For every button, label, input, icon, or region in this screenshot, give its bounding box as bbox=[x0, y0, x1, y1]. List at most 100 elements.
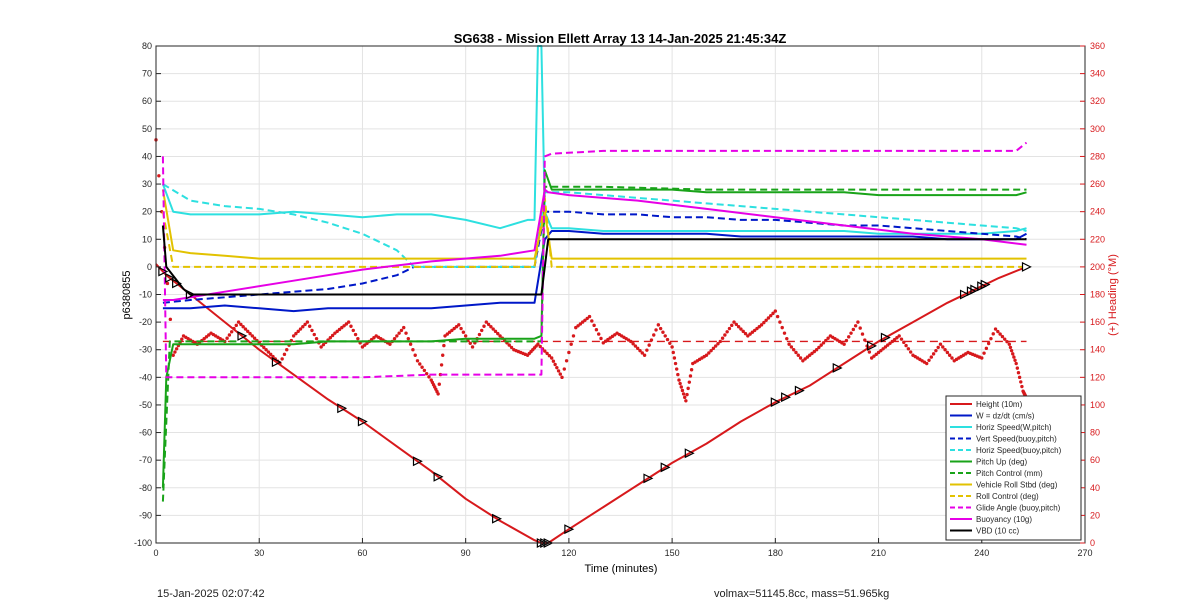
heading-point bbox=[645, 348, 649, 352]
y-tick-label: -50 bbox=[139, 400, 152, 410]
heading-point bbox=[879, 348, 883, 353]
heading-point bbox=[723, 333, 727, 337]
heading-point bbox=[950, 356, 954, 360]
y-tick-label: -70 bbox=[139, 455, 152, 465]
y2-tick-label: 140 bbox=[1090, 345, 1105, 355]
legend-entry: Roll Control (deg) bbox=[976, 492, 1039, 501]
heading-point bbox=[847, 335, 851, 339]
heading-point bbox=[543, 349, 547, 353]
y2-tick-label: 20 bbox=[1090, 510, 1100, 520]
chart-title: SG638 - Mission Ellett Array 13 14-Jan-2… bbox=[454, 31, 787, 46]
heading-point bbox=[936, 345, 940, 350]
y-tick-label: -100 bbox=[134, 538, 152, 548]
heading-point bbox=[670, 345, 674, 349]
heading-point bbox=[888, 341, 892, 345]
y-tick-label: -40 bbox=[139, 372, 152, 382]
heading-point bbox=[353, 332, 358, 337]
heading-point bbox=[1007, 342, 1012, 346]
heading-point bbox=[547, 354, 552, 358]
heading-point bbox=[392, 336, 397, 341]
height-marker bbox=[564, 524, 575, 535]
heading-point bbox=[929, 355, 934, 359]
x-tick-label: 270 bbox=[1077, 548, 1092, 558]
heading-point bbox=[941, 345, 945, 349]
y-tick-label: -20 bbox=[139, 317, 152, 327]
heading-point bbox=[711, 346, 716, 351]
y2-tick-label: 40 bbox=[1090, 483, 1100, 493]
heading-point bbox=[1012, 355, 1016, 359]
heading-point bbox=[439, 363, 444, 367]
height-marker bbox=[643, 473, 654, 484]
heading-point bbox=[408, 342, 413, 346]
y2-tick-label: 120 bbox=[1090, 372, 1105, 382]
heading-point bbox=[587, 314, 592, 319]
heading-point bbox=[633, 344, 638, 348]
heading-point bbox=[860, 332, 865, 336]
heading-point bbox=[709, 348, 713, 353]
height-marker bbox=[492, 513, 502, 524]
heading-point bbox=[1017, 375, 1022, 380]
heading-point bbox=[876, 350, 881, 355]
height-marker bbox=[271, 357, 282, 368]
heading-point bbox=[707, 351, 711, 355]
heading-point bbox=[785, 336, 789, 341]
y2-tick-label: 100 bbox=[1090, 400, 1105, 410]
y2-tick-label: 0 bbox=[1090, 538, 1095, 548]
height-markers bbox=[158, 261, 1032, 548]
heading-point bbox=[676, 372, 680, 377]
heading-point bbox=[679, 385, 683, 389]
series-group bbox=[155, 45, 1028, 544]
heading-point bbox=[241, 325, 245, 329]
heading-point bbox=[892, 337, 897, 342]
heading-point bbox=[773, 309, 778, 313]
heading-point bbox=[672, 356, 677, 360]
heading-point bbox=[461, 330, 466, 334]
y-tick-label: 50 bbox=[142, 124, 152, 134]
heading-point bbox=[594, 328, 599, 332]
heading-point bbox=[647, 343, 651, 347]
legend-entry: Glide Angle (buoy,pitch) bbox=[976, 504, 1061, 513]
heading-point bbox=[678, 381, 682, 386]
heading-point bbox=[817, 345, 821, 350]
series-line-7 bbox=[161, 189, 1027, 260]
heading-point bbox=[268, 352, 273, 357]
heading-point bbox=[157, 174, 161, 178]
y2-tick-label: 80 bbox=[1090, 428, 1100, 438]
heading-point bbox=[844, 338, 849, 343]
heading-point bbox=[856, 320, 860, 324]
y2-tick-label: 180 bbox=[1090, 290, 1105, 300]
heading-point bbox=[239, 322, 243, 327]
heading-point bbox=[636, 346, 640, 351]
height-marker bbox=[165, 272, 176, 283]
heading-point bbox=[1000, 334, 1005, 339]
heading-point bbox=[787, 342, 791, 346]
heading-point bbox=[750, 330, 755, 334]
heading-point bbox=[631, 342, 635, 346]
heading-point bbox=[982, 351, 986, 355]
heading-point bbox=[883, 345, 888, 349]
y-tick-label: 20 bbox=[142, 207, 152, 217]
heading-point bbox=[704, 353, 709, 357]
y2-tick-label: 320 bbox=[1090, 96, 1105, 106]
heading-point bbox=[493, 329, 498, 334]
heading-point bbox=[441, 353, 445, 357]
heading-point bbox=[677, 378, 681, 382]
legend-box bbox=[945, 395, 1082, 541]
heading-point bbox=[947, 353, 952, 357]
series-line-10 bbox=[162, 188, 1027, 301]
heading-point bbox=[470, 345, 475, 349]
heading-point bbox=[764, 318, 768, 322]
y-tick-label: 0 bbox=[147, 262, 152, 272]
heading-point bbox=[250, 334, 255, 338]
x-tick-label: 150 bbox=[665, 548, 680, 558]
heading-point bbox=[980, 356, 984, 360]
heading-point bbox=[769, 313, 773, 318]
heading-point bbox=[351, 328, 355, 333]
heading-point bbox=[849, 331, 853, 335]
heading-point bbox=[227, 333, 232, 337]
heading-point bbox=[282, 352, 287, 357]
heading-point bbox=[805, 355, 810, 359]
heading-point bbox=[810, 351, 814, 356]
heading-point bbox=[934, 348, 938, 353]
x-tick-label: 240 bbox=[974, 548, 989, 558]
